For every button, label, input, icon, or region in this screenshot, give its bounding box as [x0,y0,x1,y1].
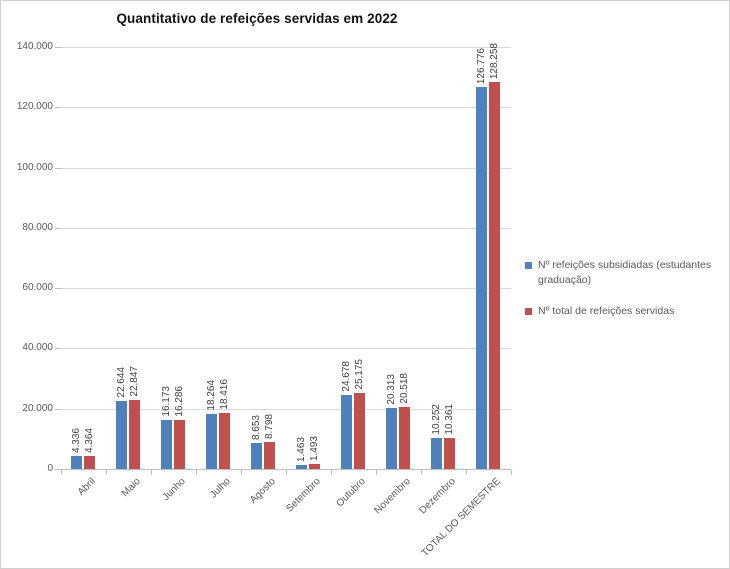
x-axis-tick [241,470,242,475]
bar-subsidized-4 [206,414,217,469]
legend-swatch-blue-icon [525,262,532,269]
x-axis-tick [151,470,152,475]
bar-subsidized-8 [386,408,397,469]
x-axis-tick [331,470,332,475]
bar-value-label: 4.336 [71,427,82,453]
legend-item-subsidized: Nº refeições subsidiadas (estudantes gra… [525,258,722,288]
bar-value-label: 10.361 [444,404,455,435]
chart-title: Quantitativo de refeições servidas em 20… [116,11,398,26]
x-axis-tick [106,470,107,475]
bar-total-4 [219,413,230,469]
x-axis-tick [196,470,197,475]
bar-subsidized-2 [116,401,127,469]
bar-total-5 [264,442,275,469]
y-axis-label: 100.000 [16,162,53,173]
bar-total-2 [129,400,140,469]
x-axis-tick [421,470,422,475]
bar-value-label: 22.847 [129,366,140,397]
legend-swatch-red-icon [525,308,532,315]
legend-label-total: Nº total de refeições servidas [538,305,675,317]
legend-item-total: Nº total de refeições servidas [525,304,722,319]
bar-total-1 [84,456,95,469]
y-axis-tick [55,47,61,48]
bar-value-label: 1.463 [296,436,307,462]
gridline [61,47,511,48]
x-axis-tick [376,470,377,475]
x-axis-label: Abril [75,476,98,498]
y-axis-tick [55,168,61,169]
y-axis-label: 60.000 [22,282,53,293]
bar-value-label: 25.175 [354,359,365,390]
gridline [61,409,511,410]
bar-total-7 [354,393,365,469]
gridline [61,168,511,169]
legend-label-subsidized: Nº refeições subsidiadas (estudantes gra… [538,259,712,286]
y-axis-label: 20.000 [22,403,53,414]
bar-subsidized-9 [431,438,442,469]
y-axis-tick [55,348,61,349]
gridline [61,288,511,289]
bar-value-label: 20.518 [399,373,410,404]
x-axis-tick [511,470,512,475]
bar-subsidized-6 [296,465,307,469]
bar-value-label: 8.653 [251,414,262,440]
bar-total-8 [399,407,410,469]
y-axis-label: 80.000 [22,222,53,233]
bar-value-label: 4.364 [84,427,95,453]
y-axis-tick [55,409,61,410]
y-axis-label: 140.000 [16,41,53,52]
y-axis-label: 40.000 [22,342,53,353]
bar-subsidized-3 [161,420,172,469]
bar-total-10 [489,82,500,469]
bar-value-label: 10.252 [431,404,442,435]
legend: Nº refeições subsidiadas (estudantes gra… [525,258,722,335]
gridline [61,228,511,229]
bar-value-label: 20.313 [386,374,397,405]
y-axis-tick [55,288,61,289]
bar-value-label: 18.416 [219,379,230,410]
bar-subsidized-5 [251,443,262,469]
bar-subsidized-1 [71,456,82,469]
y-axis-label: 0 [47,463,53,474]
bar-total-3 [174,420,185,469]
bar-total-6 [309,464,320,469]
gridline [61,348,511,349]
gridline [61,107,511,108]
bar-total-9 [444,438,455,469]
bar-value-label: 16.173 [161,386,172,417]
bar-value-label: 1.493 [309,435,320,461]
bar-value-label: 22.644 [116,367,127,398]
x-axis-tick [61,470,62,475]
y-axis-tick [55,228,61,229]
bar-value-label: 24.678 [341,361,352,392]
x-axis-tick [466,470,467,475]
bar-value-label: 126.776 [476,47,487,84]
bar-value-label: 18.264 [206,380,217,411]
bar-subsidized-10 [476,87,487,469]
x-axis-tick [286,470,287,475]
bar-value-label: 128.258 [489,42,500,79]
y-axis-label: 120.000 [16,101,53,112]
bar-subsidized-7 [341,395,352,469]
y-axis-tick [55,107,61,108]
bar-value-label: 16.286 [174,386,185,417]
x-axis-line [55,469,511,470]
bar-value-label: 8.798 [264,413,275,439]
